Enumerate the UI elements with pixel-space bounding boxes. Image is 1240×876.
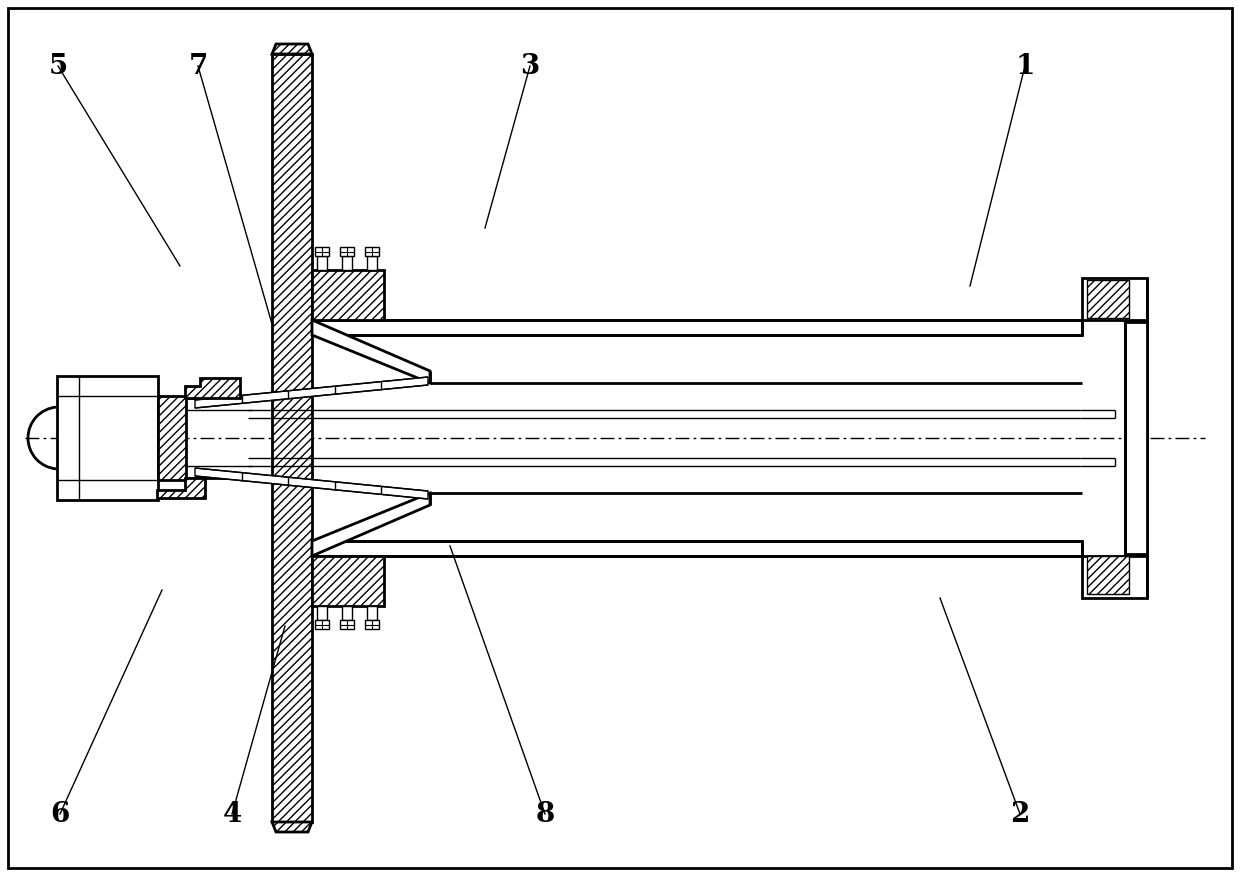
Polygon shape xyxy=(272,44,312,54)
Bar xyxy=(1087,556,1128,594)
Bar xyxy=(312,541,1083,556)
Bar xyxy=(365,247,379,256)
Bar xyxy=(342,606,352,620)
Text: 3: 3 xyxy=(521,53,539,80)
Bar xyxy=(157,396,186,480)
Bar xyxy=(1087,280,1128,318)
Polygon shape xyxy=(157,478,205,498)
Polygon shape xyxy=(272,822,312,832)
Polygon shape xyxy=(185,378,241,398)
Bar xyxy=(315,247,329,256)
Bar xyxy=(340,620,353,629)
Bar xyxy=(312,320,1083,335)
Polygon shape xyxy=(312,320,430,383)
Bar xyxy=(272,54,312,822)
Text: 2: 2 xyxy=(1011,801,1029,828)
Text: 7: 7 xyxy=(188,53,207,80)
Bar xyxy=(1083,278,1147,320)
Bar xyxy=(342,256,352,270)
Bar xyxy=(315,620,329,629)
Text: 1: 1 xyxy=(1016,53,1034,80)
Bar xyxy=(1083,556,1147,598)
Bar xyxy=(340,247,353,256)
Bar xyxy=(1125,322,1147,554)
Polygon shape xyxy=(195,468,428,499)
Bar xyxy=(367,606,377,620)
Bar xyxy=(57,376,157,500)
Bar xyxy=(312,556,384,606)
Bar xyxy=(317,606,327,620)
Text: 4: 4 xyxy=(222,801,242,828)
Text: 8: 8 xyxy=(536,801,554,828)
Bar xyxy=(317,256,327,270)
Polygon shape xyxy=(312,493,430,556)
Text: 5: 5 xyxy=(48,53,68,80)
Bar xyxy=(365,620,379,629)
Bar xyxy=(367,256,377,270)
Bar xyxy=(312,270,384,320)
Text: 6: 6 xyxy=(51,801,69,828)
Polygon shape xyxy=(195,377,428,408)
